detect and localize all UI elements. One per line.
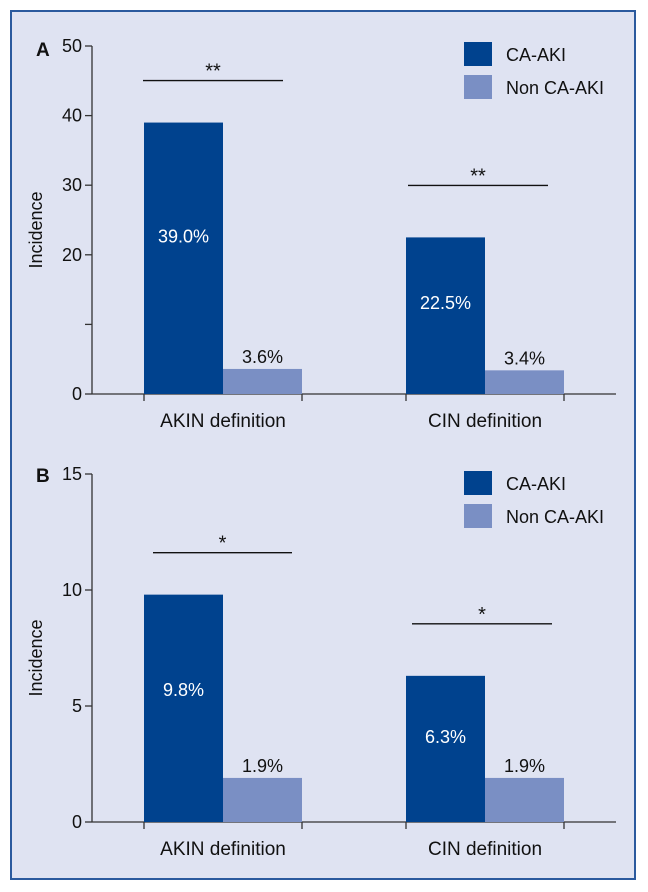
bar-value-label: 1.9% [242, 756, 283, 776]
panel-letter: A [36, 40, 50, 61]
y-tick-label: 20 [62, 245, 82, 265]
bar-non-ca-aki [223, 777, 302, 822]
bar-non-ca-aki [485, 777, 564, 822]
bar-non-ca-aki [223, 368, 302, 394]
legend-label: Non CA-AKI [506, 507, 604, 527]
legend: CA-AKI Non CA-AKI [464, 471, 604, 528]
legend-label: CA-AKI [506, 45, 566, 65]
legend-swatch-non-ca-aki [464, 75, 492, 99]
bar-non-ca-aki [485, 370, 564, 394]
bar-value-label: 9.8% [163, 680, 204, 700]
bar-value-label: 6.3% [425, 727, 466, 747]
x-category-label: CIN definition [428, 411, 542, 432]
bar-ca-aki [144, 594, 223, 822]
bar-ca-aki [144, 122, 223, 394]
legend: CA-AKI Non CA-AKI [464, 42, 604, 99]
x-category-label: CIN definition [428, 839, 542, 860]
chart-panel-a: A 0 20 30 40 50 Incidence 39.0% 3.6% AKIN definit… [26, 36, 616, 432]
panel-letter: B [36, 466, 50, 487]
legend-swatch-non-ca-aki [464, 504, 492, 528]
y-tick-label: 5 [72, 696, 82, 716]
significance-marker: ** [205, 61, 221, 83]
x-category-label: AKIN definition [160, 411, 286, 432]
legend-swatch-ca-aki [464, 42, 492, 66]
y-tick-label: 0 [72, 812, 82, 832]
bar-ca-aki [406, 675, 485, 822]
chart-panel-b: B 0 5 10 15 Incidence 9.8% 1.9% AKIN definition *… [26, 464, 616, 860]
significance-marker: ** [470, 165, 486, 187]
bar-ca-aki [406, 237, 485, 394]
figure-frame: A 0 20 30 40 50 Incidence 39.0% 3.6% AKIN definit… [10, 10, 636, 880]
legend-label: CA-AKI [506, 474, 566, 494]
significance-marker: * [219, 533, 227, 555]
y-axis-title: Incidence [26, 619, 46, 696]
bar-value-label: 3.6% [242, 347, 283, 367]
y-tick-label: 50 [62, 36, 82, 56]
y-tick-label: 10 [62, 580, 82, 600]
bar-value-label: 1.9% [504, 756, 545, 776]
bar-value-label: 22.5% [420, 293, 471, 313]
bar-value-label: 39.0% [158, 227, 209, 247]
y-axis-title: Incidence [26, 191, 46, 268]
bar-value-label: 3.4% [504, 348, 545, 368]
y-tick-label: 30 [62, 175, 82, 195]
x-category-label: AKIN definition [160, 839, 286, 860]
legend-swatch-ca-aki [464, 471, 492, 495]
y-tick-label: 40 [62, 106, 82, 126]
y-tick-label: 15 [62, 464, 82, 484]
legend-label: Non CA-AKI [506, 78, 604, 98]
y-tick-label: 0 [72, 384, 82, 404]
significance-marker: * [478, 604, 486, 626]
